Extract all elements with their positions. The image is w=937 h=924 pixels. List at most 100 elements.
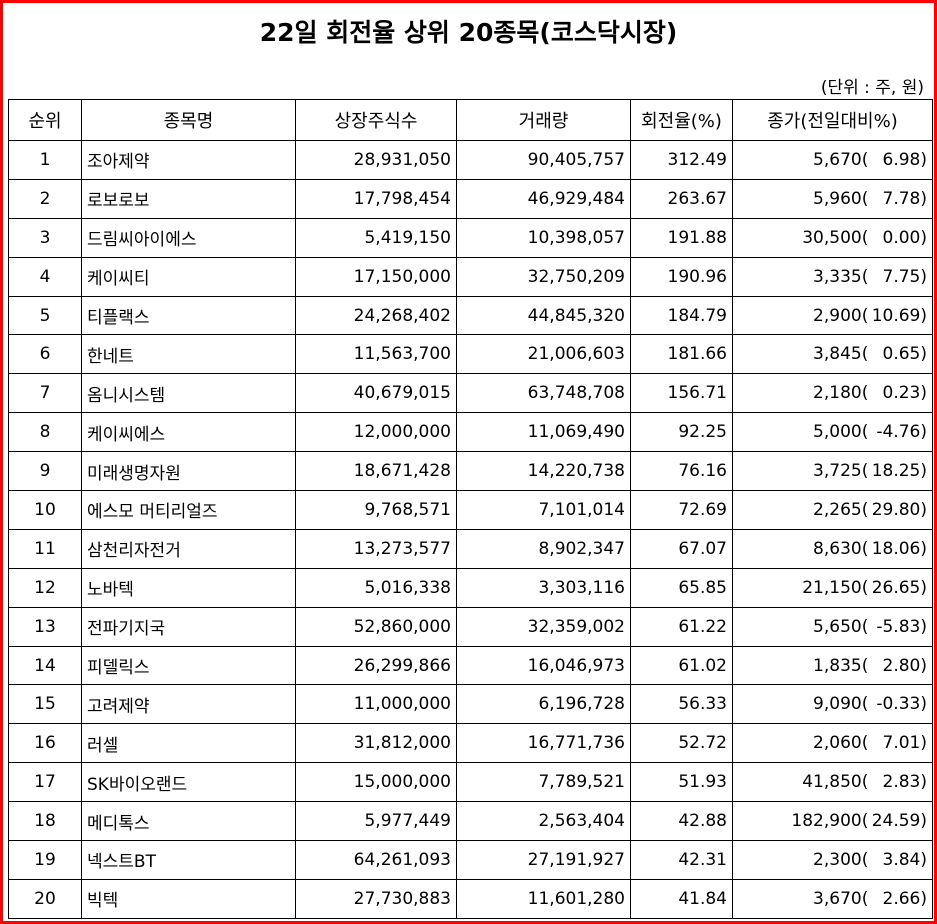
stock-name-cell: 노바텍 bbox=[81, 567, 296, 608]
volume-cell: 44,845,320 bbox=[456, 295, 631, 336]
paren-close: ) bbox=[920, 305, 927, 326]
stock-name-cell: 케이씨티 bbox=[81, 256, 296, 297]
table-row: 14 피델릭스 26,299,866 16,046,973 61.02 1,835(2.8… bbox=[8, 645, 933, 686]
rank-cell: 13 bbox=[8, 606, 82, 647]
change-percent: 0.00 bbox=[882, 227, 921, 248]
rank-cell: 18 bbox=[8, 801, 82, 842]
stock-name-cell: 메디톡스 bbox=[81, 801, 296, 842]
change-percent: -4.76 bbox=[876, 422, 921, 443]
change-percent: 24.59 bbox=[871, 811, 921, 832]
paren-close: ) bbox=[920, 811, 927, 832]
turnover-cell: 61.02 bbox=[630, 645, 733, 686]
turnover-cell: 181.66 bbox=[630, 334, 733, 375]
close-change-cell: 30,500(0.00) bbox=[732, 217, 933, 258]
volume-cell: 32,750,209 bbox=[456, 256, 631, 297]
change-percent: 0.65 bbox=[882, 344, 921, 365]
turnover-cell: 51.93 bbox=[630, 762, 733, 803]
turnover-cell: 263.67 bbox=[630, 178, 733, 219]
listed-shares-cell: 40,679,015 bbox=[295, 373, 457, 414]
close-change-cell: 2,300(3.84) bbox=[732, 840, 933, 880]
close-price: 2,060 bbox=[813, 733, 862, 754]
listed-shares-cell: 26,299,866 bbox=[295, 645, 457, 686]
stock-name-cell: 로보로보 bbox=[81, 178, 296, 219]
change-percent: 2.80 bbox=[882, 655, 921, 676]
rank-cell: 3 bbox=[8, 217, 82, 258]
rank-cell: 15 bbox=[8, 684, 82, 725]
close-price: 2,300 bbox=[813, 849, 862, 870]
close-change-cell: 8,630(18.06) bbox=[732, 528, 933, 569]
rank-cell: 11 bbox=[8, 528, 82, 569]
close-change-cell: 5,650(-5.83) bbox=[732, 606, 933, 647]
close-change-cell: 41,850(2.83) bbox=[732, 762, 933, 803]
listed-shares-cell: 52,860,000 bbox=[295, 606, 457, 647]
volume-cell: 16,046,973 bbox=[456, 645, 631, 686]
paren-open: ( bbox=[861, 227, 869, 248]
close-price: 5,000 bbox=[813, 422, 862, 443]
stock-name-cell: 전파기지국 bbox=[81, 606, 296, 647]
stock-name-cell: SK바이오랜드 bbox=[81, 762, 296, 803]
table-row: 5 티플랙스 24,268,402 44,845,320 184.79 2,900(10.… bbox=[8, 295, 933, 336]
listed-shares-cell: 9,768,571 bbox=[295, 490, 457, 530]
listed-shares-cell: 11,563,700 bbox=[295, 334, 457, 375]
paren-open: ( bbox=[861, 772, 869, 793]
turnover-table: 순위 종목명 상장주식수 거래량 회전율(%) 종가(전일대비%) 1 조아제약 2… bbox=[8, 99, 933, 919]
close-price: 2,265 bbox=[813, 499, 862, 520]
volume-cell: 46,929,484 bbox=[456, 178, 631, 219]
rank-cell: 16 bbox=[8, 723, 82, 764]
table-row: 3 드림씨아이에스 5,419,150 10,398,057 191.88 30,500(… bbox=[8, 217, 933, 258]
paren-open: ( bbox=[861, 733, 869, 754]
volume-cell: 2,563,404 bbox=[456, 801, 631, 842]
close-price: 5,670 bbox=[813, 149, 862, 170]
turnover-cell: 191.88 bbox=[630, 217, 733, 258]
paren-close: ) bbox=[920, 383, 927, 404]
volume-cell: 27,191,927 bbox=[456, 840, 631, 880]
close-change-cell: 182,900(24.59) bbox=[732, 801, 933, 842]
rank-cell: 8 bbox=[8, 412, 82, 453]
stock-name-cell: 피델릭스 bbox=[81, 645, 296, 686]
table-row: 18 메디톡스 5,977,449 2,563,404 42.88 182,900(24.… bbox=[8, 801, 933, 842]
turnover-cell: 312.49 bbox=[630, 140, 733, 180]
rank-cell: 4 bbox=[8, 256, 82, 297]
paren-open: ( bbox=[861, 577, 869, 598]
table-row: 19 넥스트BT 64,261,093 27,191,927 42.31 2,300(3.… bbox=[8, 840, 933, 880]
listed-shares-cell: 11,000,000 bbox=[295, 684, 457, 725]
listed-shares-cell: 17,798,454 bbox=[295, 178, 457, 219]
stock-name-cell: 드림씨아이에스 bbox=[81, 217, 296, 258]
paren-close: ) bbox=[920, 655, 927, 676]
close-change-cell: 5,000(-4.76) bbox=[732, 412, 933, 453]
paren-close: ) bbox=[920, 772, 927, 793]
volume-cell: 90,405,757 bbox=[456, 140, 631, 180]
stock-name-cell: 에스모 머티리얼즈 bbox=[81, 490, 296, 530]
paren-open: ( bbox=[861, 616, 869, 637]
table-row: 12 노바텍 5,016,338 3,303,116 65.85 21,150(26.65… bbox=[8, 567, 933, 608]
rank-cell: 1 bbox=[8, 140, 82, 180]
close-change-cell: 21,150(26.65) bbox=[732, 567, 933, 608]
change-percent: 2.66 bbox=[882, 888, 921, 909]
turnover-cell: 67.07 bbox=[630, 528, 733, 569]
close-price: 3,335 bbox=[813, 266, 862, 287]
change-percent: 6.98 bbox=[882, 149, 921, 170]
paren-open: ( bbox=[861, 422, 869, 443]
close-change-cell: 2,060(7.01) bbox=[732, 723, 933, 764]
listed-shares-cell: 64,261,093 bbox=[295, 840, 457, 880]
document-title: 22일 회전율 상위 20종목(코스닥시장) bbox=[259, 18, 678, 47]
close-price: 182,900 bbox=[791, 811, 862, 832]
rank-cell: 7 bbox=[8, 373, 82, 414]
turnover-cell: 41.84 bbox=[630, 878, 733, 919]
turnover-cell: 190.96 bbox=[630, 256, 733, 297]
paren-open: ( bbox=[861, 188, 869, 209]
paren-close: ) bbox=[920, 538, 927, 559]
close-change-cell: 1,835(2.80) bbox=[732, 645, 933, 686]
listed-shares-cell: 15,000,000 bbox=[295, 762, 457, 803]
close-change-cell: 2,180(0.23) bbox=[732, 373, 933, 414]
rank-cell: 20 bbox=[8, 878, 82, 919]
close-price: 3,725 bbox=[813, 461, 862, 482]
table-row: 4 케이씨티 17,150,000 32,750,209 190.96 3,335(7.7… bbox=[8, 256, 933, 297]
rank-cell: 19 bbox=[8, 840, 82, 880]
close-change-cell: 9,090(-0.33) bbox=[732, 684, 933, 725]
turnover-cell: 76.16 bbox=[630, 451, 733, 492]
change-percent: 0.23 bbox=[882, 383, 921, 404]
change-percent: 10.69 bbox=[871, 305, 921, 326]
volume-cell: 32,359,002 bbox=[456, 606, 631, 647]
